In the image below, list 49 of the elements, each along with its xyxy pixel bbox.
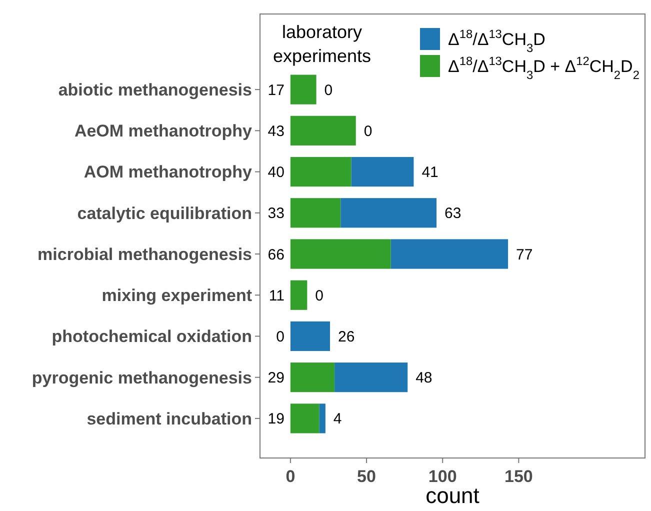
y-tick-label: AeOM methanotrophy — [74, 122, 253, 141]
bar — [334, 362, 408, 392]
x-tick-label: 150 — [504, 467, 533, 486]
data-label: 33 — [268, 205, 284, 222]
bar — [290, 198, 341, 228]
y-tick-label: AOM methanotrophy — [84, 162, 253, 182]
bar — [290, 404, 320, 434]
data-label: 48 — [416, 370, 432, 387]
data-label: 0 — [324, 82, 333, 99]
data-label: 77 — [516, 246, 533, 264]
y-tick-label: photochemical oxidation — [52, 327, 252, 346]
x-axis-title: count — [426, 483, 480, 508]
data-label: 0 — [364, 122, 372, 140]
bar — [340, 198, 437, 228]
y-tick-label: sediment incubation — [86, 409, 252, 428]
data-label: 19 — [268, 410, 284, 428]
legend-label: Δ$^{18}$/Δ$^{13}$CH$_{3}$D — [448, 26, 546, 55]
bar — [290, 239, 391, 269]
data-label: 17 — [268, 82, 284, 99]
data-label: 0 — [276, 328, 284, 346]
bar — [390, 239, 508, 269]
data-label: 40 — [268, 164, 284, 182]
x-tick-label: 50 — [357, 467, 376, 486]
data-label: 29 — [268, 370, 284, 387]
y-tick-label: pyrogenic methanogenesis — [32, 368, 252, 388]
data-label: 11 — [268, 287, 284, 304]
text: laboratory experiments — [272, 22, 372, 66]
y-tick-label: catalytic equilibration — [77, 204, 252, 223]
bar — [290, 156, 352, 187]
bar — [290, 321, 330, 352]
bar — [290, 362, 335, 392]
bar — [290, 116, 356, 146]
data-label: 4 — [333, 410, 342, 428]
data-label: 43 — [268, 122, 284, 140]
bar — [290, 280, 308, 310]
data-label: 66 — [268, 246, 284, 264]
bar — [290, 74, 316, 104]
data-label: 63 — [444, 205, 462, 222]
x-tick-label: 100 — [428, 467, 457, 486]
bar — [319, 404, 326, 434]
y-tick-label: abiotic methanogenesis — [58, 80, 252, 100]
y-tick-label: mixing experiment — [102, 286, 252, 306]
bar — [351, 156, 414, 187]
data-label: 41 — [422, 164, 438, 182]
y-tick-label: microbial methanogenesis — [38, 244, 252, 264]
data-label: 26 — [338, 328, 355, 346]
x-tick-label: 0 — [286, 467, 296, 486]
text: Δ$^{18}$/Δ$^{13}$CH$_{3}$D + Δ$^{12}$CH$_{2}$D$_{2}$ — [448, 54, 640, 82]
data-label: 0 — [315, 287, 324, 304]
